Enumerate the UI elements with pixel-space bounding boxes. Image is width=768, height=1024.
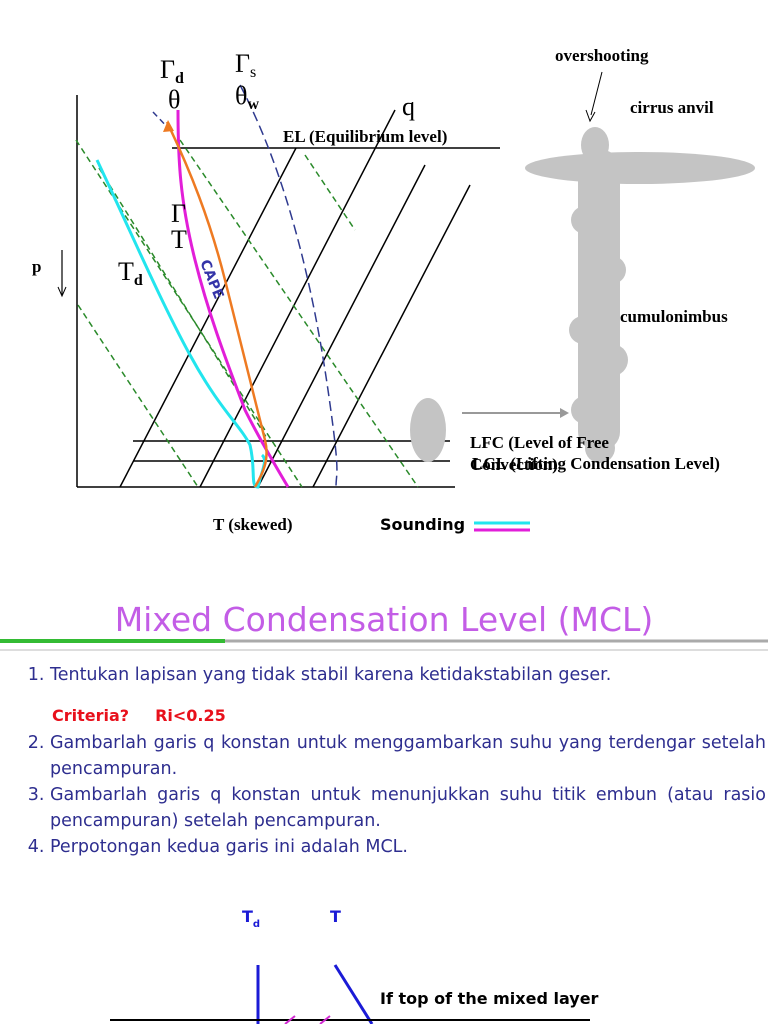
- step: Perpotongan kedua garis ini adalah MCL.: [50, 834, 766, 860]
- overshoot-arrow: [590, 71, 603, 116]
- theta: θ: [168, 85, 180, 114]
- steps: Tentukan lapisan yang tidak stabil karen…: [20, 662, 766, 860]
- step: Gambarlah garis q konstan untuk menggamb…: [50, 730, 766, 782]
- theta-w: θw: [235, 81, 259, 113]
- dewpoint-label: Td: [118, 257, 143, 289]
- el-label: EL (Equilibrium level): [283, 127, 447, 146]
- step: Gambarlah garis q konstan untuk menunjuk…: [50, 782, 766, 834]
- p-arrow-head: [57, 286, 67, 298]
- gamma-t-t: T: [171, 225, 187, 254]
- moist-adiabat-symbol: Γs: [235, 49, 256, 81]
- bottom-mixing-marks: [284, 1015, 331, 1024]
- x-axis-label: T (skewed): [213, 515, 293, 534]
- bottom-temperature: T: [330, 907, 341, 926]
- overshoot-arrow-head: [585, 109, 596, 123]
- cloud-shape: [410, 127, 755, 463]
- criteria-value: Ri<0.25: [155, 706, 226, 725]
- anvil-label: cirrus anvil: [630, 98, 714, 117]
- legend-label: Sounding: [380, 515, 465, 534]
- mixing-ratio: q: [402, 92, 415, 121]
- lfc-label: LFC (Level of Free: [470, 433, 609, 452]
- cloud-arrow-head: [560, 408, 569, 418]
- slide-title: Mixed Condensation Level (MCL): [114, 600, 654, 639]
- pressure-label: p: [32, 257, 41, 276]
- bottom-label: If top of the mixed layer: [380, 989, 599, 1008]
- tower-label: cumulonimbus: [620, 307, 728, 326]
- dry-adiabat-symbol: Γd: [160, 55, 184, 87]
- parcel-curve: [165, 121, 268, 488]
- overshooting-label: overshooting: [555, 46, 649, 65]
- bottom-temperature-line: [333, 964, 374, 1024]
- moist-adiabat: [239, 84, 338, 488]
- gamma-t: Γ: [171, 199, 186, 228]
- dewpoint-sounding: [95, 159, 266, 489]
- lcl-label: LCL (Lifting Condensation Level): [472, 454, 720, 473]
- dry-adiabats: [75, 139, 419, 488]
- bottom-dewpoint: Td: [242, 907, 260, 930]
- parcel-arrow: [163, 120, 174, 132]
- step: Tentukan lapisan yang tidak stabil karen…: [50, 662, 766, 688]
- isotherms: [119, 109, 471, 488]
- temperature-sounding: [176, 109, 290, 488]
- criteria-label: Criteria?: [52, 706, 130, 725]
- criteria: Criteria? Ri<0.25: [52, 706, 252, 725]
- lfc-label: Convection): [470, 455, 558, 474]
